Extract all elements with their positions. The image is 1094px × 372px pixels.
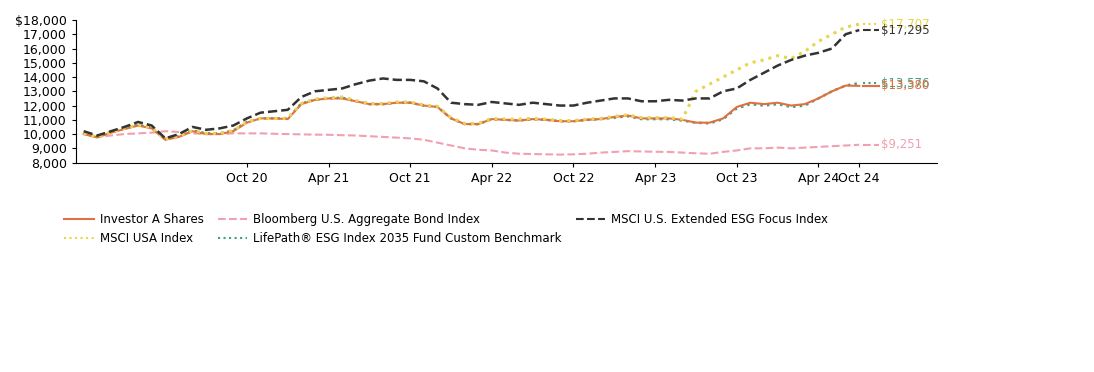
Text: $9,251: $9,251	[881, 138, 922, 151]
Legend: Investor A Shares, MSCI USA Index, Bloomberg U.S. Aggregate Bond Index, LifePath: Investor A Shares, MSCI USA Index, Bloom…	[59, 208, 833, 250]
Text: $17,295: $17,295	[881, 23, 930, 36]
Text: $17,707: $17,707	[881, 18, 930, 31]
Text: $13,380: $13,380	[881, 79, 929, 92]
Text: $13,576: $13,576	[881, 77, 930, 90]
